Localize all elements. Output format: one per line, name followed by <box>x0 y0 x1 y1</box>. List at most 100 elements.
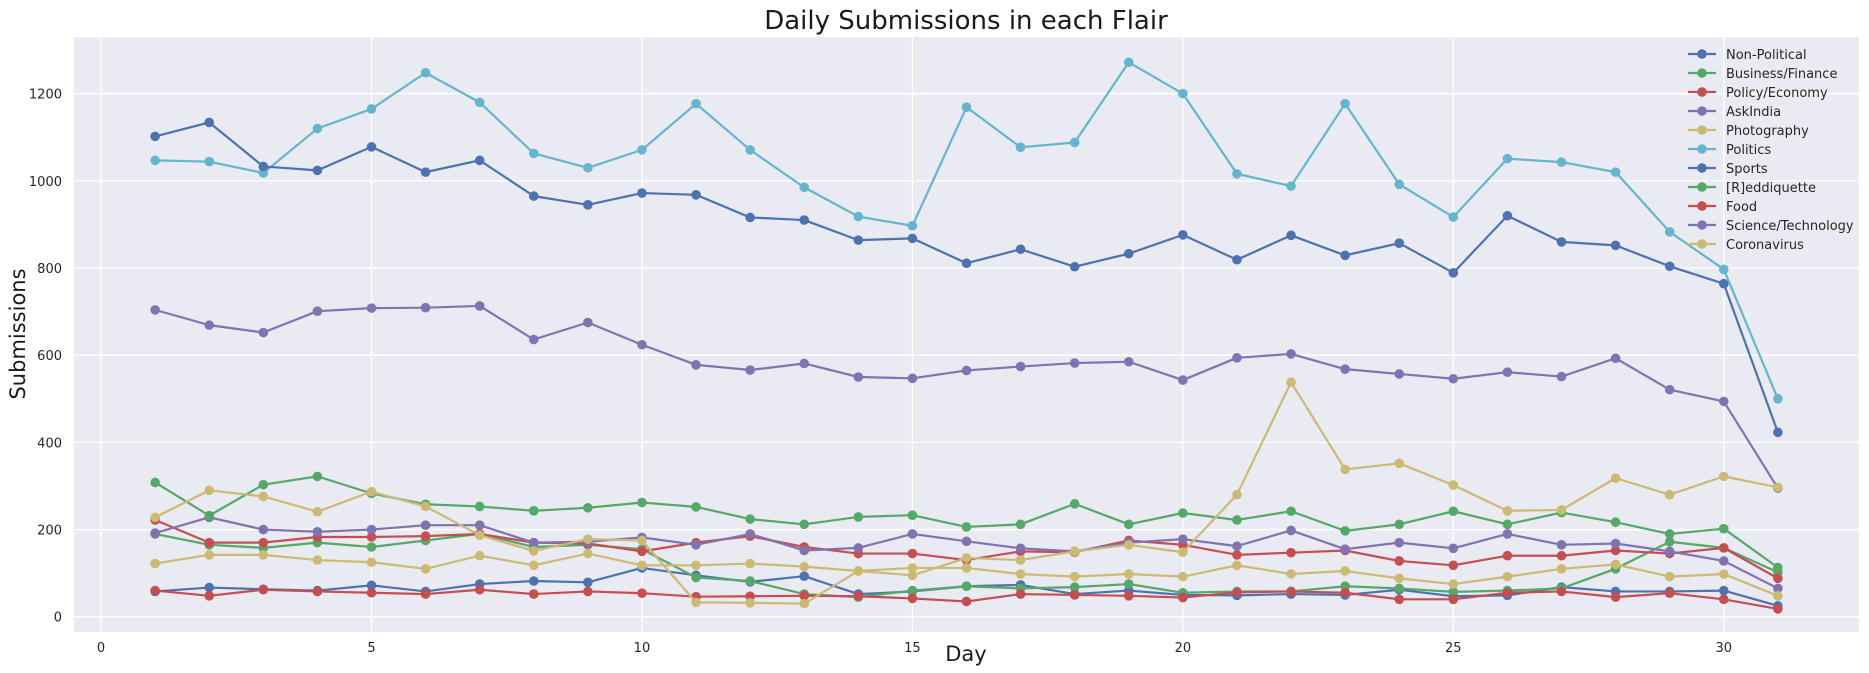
series-layer <box>150 57 1783 614</box>
data-point-askindia <box>150 528 160 538</box>
legend-marker <box>1697 220 1707 230</box>
data-point-politics <box>907 220 918 231</box>
data-point-coronavirus <box>1610 473 1621 483</box>
data-point-photography <box>1340 566 1350 576</box>
data-point-food <box>204 591 215 601</box>
data-point-photography <box>1178 571 1188 582</box>
data-point-non-political <box>366 580 377 591</box>
data-point-r-eddiquette <box>583 502 593 513</box>
data-point-photography <box>583 548 593 559</box>
data-point-sports <box>1015 244 1026 255</box>
data-point-science-technology <box>258 327 269 338</box>
legend-label: [R]eddiquette <box>1726 181 1816 196</box>
data-point-r-eddiquette <box>1069 499 1080 509</box>
data-point-photography <box>1123 569 1134 579</box>
data-point-sports <box>1232 254 1242 265</box>
data-point-coronavirus <box>1069 546 1080 557</box>
x-tick-label: 5 <box>367 641 375 656</box>
data-point-food <box>1556 586 1567 597</box>
data-point-food <box>1232 587 1242 598</box>
data-point-politics <box>961 102 972 112</box>
data-point-science-technology <box>1015 361 1026 372</box>
data-point-coronavirus <box>1178 547 1188 558</box>
data-point-food <box>1610 592 1621 602</box>
data-point-food <box>1773 604 1783 614</box>
data-point-coronavirus <box>258 491 269 502</box>
data-point-askindia <box>1773 583 1783 594</box>
data-point-photography <box>1394 573 1405 584</box>
data-point-science-technology <box>366 303 377 313</box>
data-point-sports <box>1123 248 1134 259</box>
data-point-askindia <box>1232 541 1242 551</box>
data-point-non-political <box>1718 585 1729 596</box>
legend-label: Politics <box>1726 143 1771 158</box>
data-point-askindia <box>1610 538 1621 549</box>
data-point-coronavirus <box>312 506 323 517</box>
data-point-politics <box>204 156 215 167</box>
data-point-science-technology <box>528 334 539 345</box>
data-point-coronavirus <box>1556 505 1567 515</box>
legend-label: Non-Political <box>1726 48 1807 63</box>
data-point-food <box>1448 594 1459 605</box>
data-point-photography <box>528 560 539 571</box>
x-tick-label: 0 <box>97 641 105 656</box>
data-point-politics <box>745 145 755 155</box>
data-point-politics <box>1232 169 1242 179</box>
data-point-photography <box>312 555 323 565</box>
data-point-politics <box>853 211 864 222</box>
data-point-coronavirus <box>420 501 431 512</box>
data-point-r-eddiquette <box>1502 519 1513 530</box>
data-point-coronavirus <box>853 566 864 576</box>
legend-item: AskIndia <box>1688 105 1781 120</box>
data-point-r-eddiquette <box>637 497 647 508</box>
legend-item: Non-Political <box>1688 48 1807 63</box>
legend-label: Policy/Economy <box>1726 86 1828 101</box>
data-point-askindia <box>420 520 431 531</box>
data-point-sports <box>1773 427 1783 438</box>
data-point-policy-economy <box>204 537 215 548</box>
data-point-r-eddiquette <box>1178 508 1188 518</box>
data-point-sports <box>420 167 431 177</box>
data-point-coronavirus <box>1502 506 1513 516</box>
data-point-science-technology <box>1123 356 1134 367</box>
data-point-food <box>312 586 323 597</box>
data-point-politics <box>1394 179 1405 190</box>
data-point-science-technology <box>1664 384 1675 395</box>
data-point-r-eddiquette <box>1394 519 1405 530</box>
legend-label: Business/Finance <box>1726 67 1837 82</box>
legend-label: Science/Technology <box>1726 219 1854 234</box>
data-point-food <box>637 588 647 599</box>
data-point-askindia <box>1718 556 1729 566</box>
data-point-food <box>1394 594 1405 605</box>
data-point-politics <box>1718 264 1729 275</box>
data-point-policy-economy <box>637 546 647 557</box>
data-point-sports <box>1069 261 1080 272</box>
data-point-r-eddiquette <box>474 501 485 512</box>
data-point-science-technology <box>907 373 918 384</box>
data-point-coronavirus <box>583 534 593 544</box>
data-point-photography <box>1069 571 1080 582</box>
data-point-sports <box>691 189 701 200</box>
series-sports <box>150 117 1783 438</box>
legend-marker <box>1697 125 1707 135</box>
data-point-politics <box>691 98 701 109</box>
data-point-non-political <box>204 582 215 593</box>
data-point-science-technology <box>637 339 647 350</box>
data-point-askindia <box>528 537 539 548</box>
y-tick-label: 600 <box>37 349 62 364</box>
data-point-askindia <box>853 543 864 553</box>
data-point-science-technology <box>1556 371 1567 382</box>
data-point-policy-economy <box>1610 545 1621 556</box>
data-point-askindia <box>907 529 918 539</box>
legend-item: Business/Finance <box>1688 67 1837 82</box>
y-tick-label: 400 <box>37 436 62 451</box>
data-point-photography <box>637 560 647 571</box>
data-point-food <box>1664 588 1675 599</box>
data-point-askindia <box>745 529 755 539</box>
data-point-science-technology <box>1340 364 1350 374</box>
data-point-coronavirus <box>637 535 647 546</box>
data-point-science-technology <box>420 302 431 313</box>
data-point-r-eddiquette <box>853 512 864 522</box>
data-point-photography <box>474 550 485 561</box>
data-point-business-finance <box>1664 536 1675 547</box>
